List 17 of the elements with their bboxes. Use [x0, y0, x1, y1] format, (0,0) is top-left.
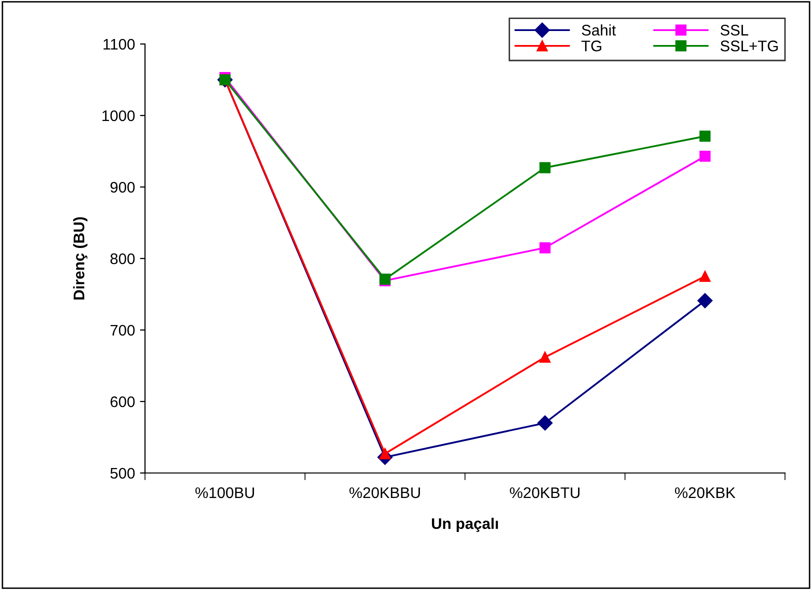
x-axis-title: Un paçalı: [432, 518, 498, 532]
x-tick-label: %20KBK: [674, 487, 736, 498]
legend-label: Sahit: [582, 24, 616, 36]
x-tick-label: %100BU: [195, 487, 254, 498]
y-axis-title: Direnç (BU): [73, 217, 88, 300]
y-tick-label: 500: [110, 468, 135, 479]
y-tick-label: 700: [110, 324, 135, 336]
y-tick-label: 1000: [102, 110, 135, 122]
legend-label: TG: [582, 40, 602, 52]
y-tick-label: 800: [110, 253, 135, 264]
legend-label: SSL+TG: [720, 40, 778, 52]
y-tick-label: 1100: [104, 38, 135, 50]
y-tick-label: 600: [110, 396, 135, 408]
legend-label: SSL: [720, 24, 748, 36]
x-tick-label: %20KBBU: [349, 487, 420, 498]
x-tick-label: %20KBTU: [510, 487, 580, 498]
y-tick-label: 900: [110, 182, 135, 193]
